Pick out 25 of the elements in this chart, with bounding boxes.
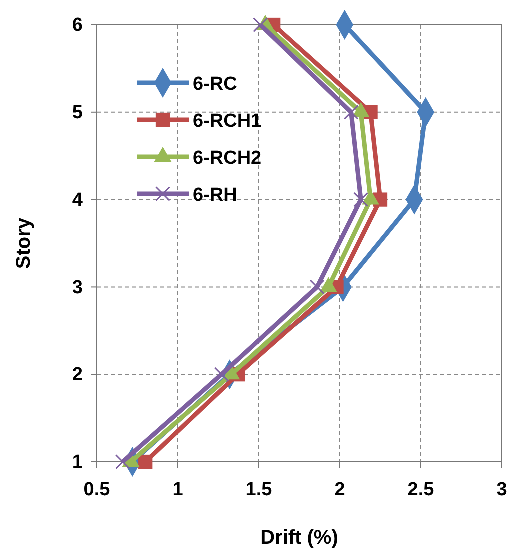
x-tick-label: 0.5	[84, 479, 111, 500]
point	[354, 192, 369, 208]
y-axis-title: Story	[13, 217, 35, 270]
y-tick-label: 6	[72, 15, 83, 36]
point	[115, 454, 130, 470]
point	[310, 280, 325, 295]
point	[138, 454, 153, 470]
point	[253, 18, 268, 32]
legend-label: 6-RC	[193, 74, 238, 95]
x-tick-label: 3	[496, 479, 508, 500]
legend-label: 6-RH	[193, 185, 238, 206]
x-axis-title: Drift (%)	[260, 527, 338, 549]
x-tick-label: 1	[172, 479, 184, 500]
x-tick-label: 2	[334, 479, 346, 500]
y-tick-label: 4	[72, 190, 84, 211]
legend-label: 6-RCH1	[193, 111, 262, 132]
legend-label: 6-RCH2	[193, 148, 262, 169]
y-tick-label: 2	[72, 364, 83, 386]
y-tick-label: 3	[72, 277, 83, 298]
point	[214, 367, 230, 382]
point	[344, 104, 359, 120]
y-tick-label: 5	[72, 102, 84, 124]
x-tick-label: 2.5	[408, 479, 435, 500]
y-tick-label: 1	[72, 452, 84, 474]
x-tick-label: 1.5	[246, 479, 273, 500]
